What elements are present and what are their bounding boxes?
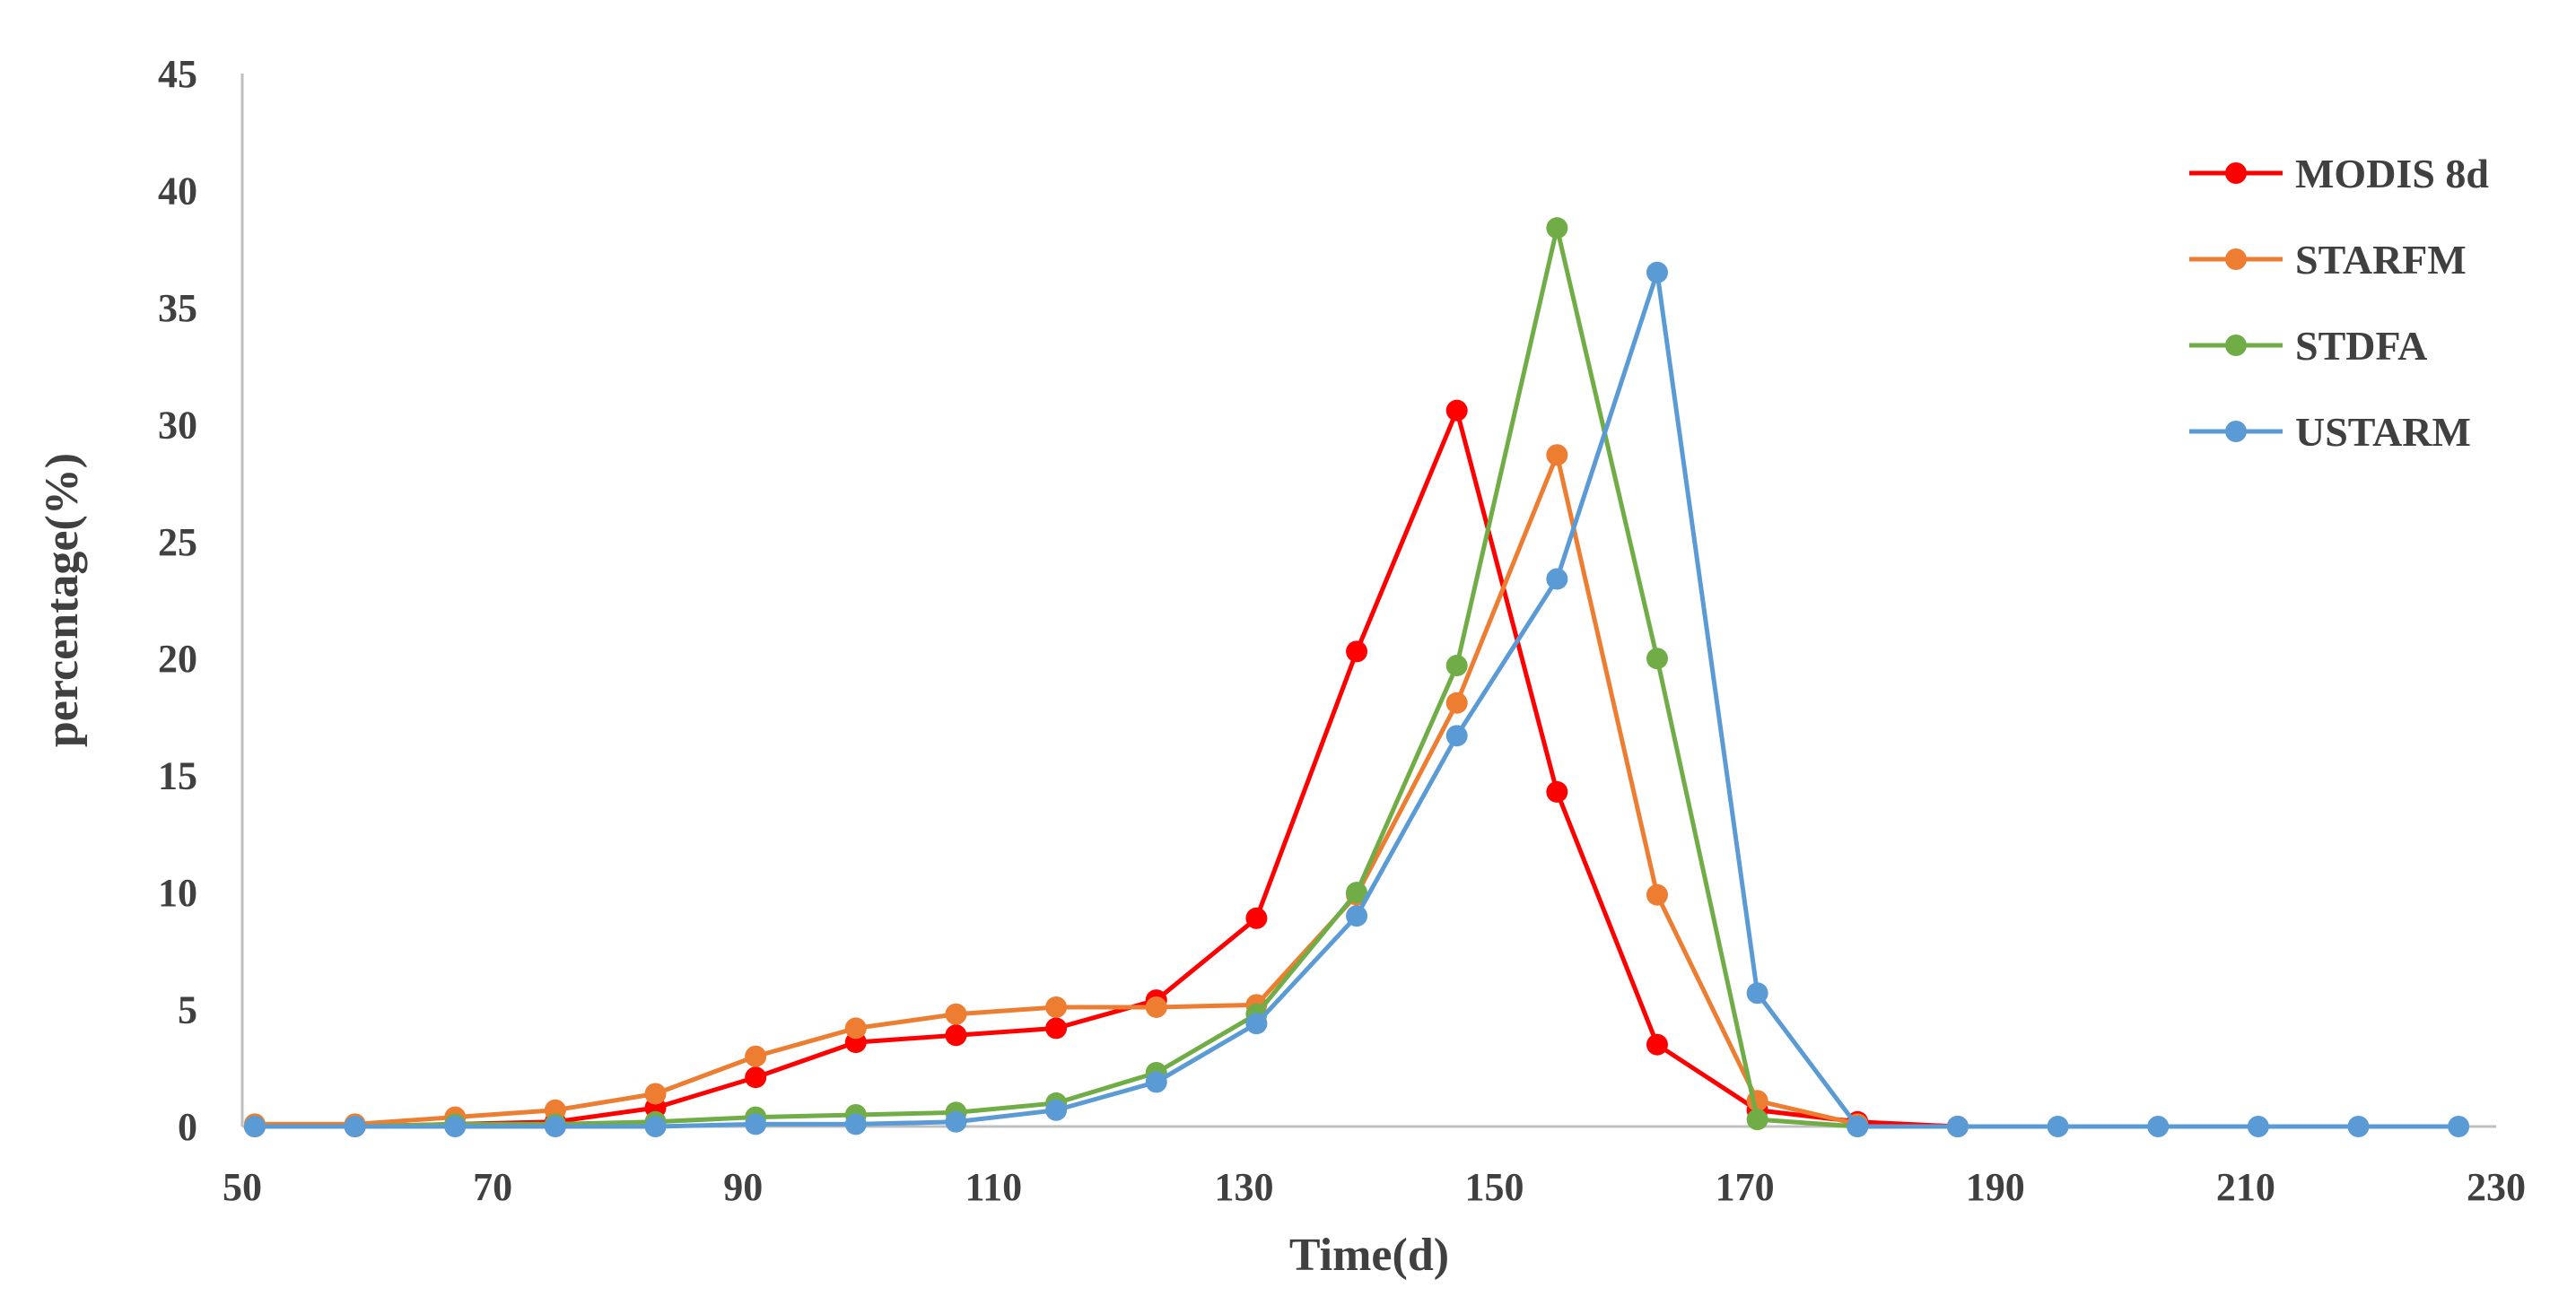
data-point-starfm [1546, 444, 1568, 466]
data-point-ustarm [444, 1116, 467, 1137]
data-point-ustarm [1045, 1099, 1068, 1121]
legend-label: STARFM [2295, 237, 2467, 283]
data-point-ustarm [1946, 1116, 1969, 1137]
data-point-modis-8d [1346, 640, 1368, 663]
data-point-starfm [1445, 692, 1468, 714]
x-tick-labels: 50 70 90 110 130 150 170 190 210 230 [223, 1165, 2526, 1209]
data-point-stdfa [1646, 648, 1668, 670]
data-point-modis-8d [745, 1066, 767, 1089]
data-point-ustarm [2147, 1116, 2170, 1137]
data-point-starfm [1045, 996, 1068, 1018]
x-axis-title: Time(d) [1289, 1230, 1449, 1281]
data-point-modis-8d [1546, 780, 1568, 803]
data-point-ustarm [1245, 1013, 1268, 1035]
data-point-starfm [644, 1083, 667, 1105]
data-point-modis-8d [1245, 907, 1268, 929]
x-tick-label: 90 [723, 1165, 763, 1209]
data-point-ustarm [2247, 1116, 2269, 1137]
y-tick-label: 10 [158, 871, 197, 915]
data-point-modis-8d [1646, 1033, 1668, 1056]
legend-item-ustarm: USTARM [2189, 409, 2471, 455]
data-point-ustarm [1746, 982, 1768, 1005]
data-point-ustarm [1847, 1116, 1869, 1137]
x-tick-label: 170 [1716, 1165, 1775, 1209]
data-point-modis-8d [1045, 1017, 1068, 1040]
legend-swatch-marker [2225, 162, 2247, 184]
legend-item-starfm: STARFM [2189, 237, 2467, 283]
data-point-ustarm [745, 1113, 767, 1135]
x-tick-label: 210 [2216, 1165, 2275, 1209]
data-point-stdfa [1546, 217, 1568, 239]
data-point-ustarm [2047, 1116, 2069, 1137]
y-tick-label: 45 [158, 52, 197, 96]
x-tick-label: 70 [473, 1165, 512, 1209]
data-point-starfm [745, 1045, 767, 1067]
data-point-ustarm [544, 1116, 566, 1137]
y-tick-label: 30 [158, 403, 197, 447]
data-point-ustarm [644, 1116, 667, 1137]
legend-swatch-marker [2225, 335, 2247, 356]
y-tick-label: 15 [158, 754, 197, 798]
legend-label: USTARM [2295, 409, 2471, 455]
data-point-ustarm [844, 1113, 867, 1135]
data-point-modis-8d [945, 1024, 967, 1047]
legend-label: STDFA [2295, 323, 2427, 369]
legend-item-modis-8d: MODIS 8d [2189, 151, 2489, 196]
data-point-ustarm [2347, 1116, 2370, 1137]
x-tick-label: 110 [965, 1165, 1023, 1209]
y-tick-label: 20 [158, 637, 197, 681]
x-tick-label: 190 [1966, 1165, 2025, 1209]
data-point-ustarm [344, 1116, 366, 1137]
data-point-starfm [844, 1017, 867, 1040]
legend-item-stdfa: STDFA [2189, 323, 2427, 369]
y-tick-label: 35 [158, 286, 197, 330]
x-tick-label: 50 [223, 1165, 262, 1209]
data-point-stdfa [1746, 1109, 1768, 1131]
data-point-ustarm [1646, 261, 1668, 283]
legend-swatch-marker [2225, 421, 2247, 442]
y-axis-title: percentage(%) [37, 453, 88, 747]
data-point-ustarm [1346, 905, 1368, 927]
y-tick-label: 25 [158, 520, 197, 564]
data-point-ustarm [1445, 725, 1468, 747]
data-point-ustarm [945, 1110, 967, 1133]
legend: MODIS 8d STARFM STDFA USTARM [2189, 151, 2489, 455]
data-point-ustarm [1546, 568, 1568, 590]
data-point-starfm [1646, 883, 1668, 906]
x-tick-label: 230 [2467, 1165, 2526, 1209]
data-point-stdfa [1445, 655, 1468, 677]
data-point-starfm [1145, 996, 1167, 1018]
data-point-stdfa [1346, 882, 1368, 904]
data-point-modis-8d [1445, 399, 1468, 422]
data-point-starfm [945, 1003, 967, 1025]
data-point-ustarm [1145, 1071, 1167, 1093]
y-tick-label: 40 [158, 169, 197, 213]
y-tick-labels: 0 5 10 15 20 25 30 35 40 45 [158, 52, 197, 1149]
data-point-ustarm [243, 1116, 266, 1137]
y-tick-label: 0 [178, 1105, 197, 1149]
y-tick-label: 5 [178, 988, 197, 1032]
series-ustarm [243, 261, 2470, 1137]
series-layer [243, 217, 2470, 1137]
data-point-ustarm [2448, 1116, 2470, 1137]
x-tick-label: 150 [1465, 1165, 1524, 1209]
legend-label: MODIS 8d [2295, 151, 2489, 196]
x-tick-label: 130 [1214, 1165, 1273, 1209]
legend-swatch-marker [2225, 248, 2247, 270]
